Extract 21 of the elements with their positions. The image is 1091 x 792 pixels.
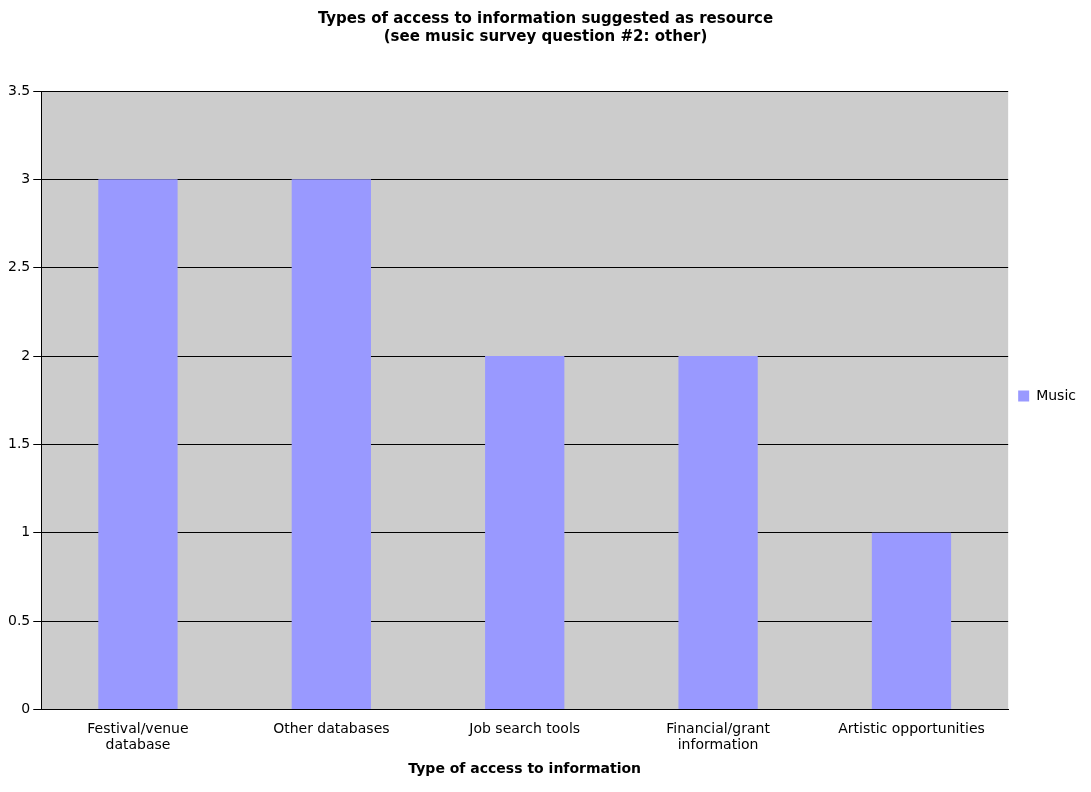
y-tick-label: 2.5 bbox=[8, 258, 31, 275]
y-tick-label: 3.5 bbox=[8, 81, 31, 98]
x-tick-label: Other databases bbox=[273, 719, 390, 736]
y-tick-label: 0.5 bbox=[8, 611, 31, 628]
bar bbox=[98, 179, 178, 710]
chart-title: Types of access to information suggested as resource (see music survey question #2: other) bbox=[317, 8, 774, 45]
legend-label: Music bbox=[1036, 386, 1077, 403]
x-axis-title: Type of access to information bbox=[408, 760, 642, 777]
bar bbox=[678, 356, 758, 710]
x-tick-label: Artistic opportunities bbox=[838, 719, 985, 736]
bar bbox=[291, 179, 371, 710]
y-tick-label: 0 bbox=[21, 700, 31, 717]
x-tick-label: Job search tools bbox=[468, 719, 581, 736]
x-tick-label: Financial/grant information bbox=[666, 719, 771, 753]
y-tick-label: 2 bbox=[21, 346, 31, 363]
y-tick-label: 3 bbox=[21, 170, 31, 187]
bar bbox=[485, 356, 565, 710]
bar bbox=[871, 532, 952, 710]
y-tick-label: 1 bbox=[21, 523, 31, 540]
y-tick-label: 1.5 bbox=[8, 435, 31, 452]
x-tick-label: Festival/venue database bbox=[87, 719, 189, 753]
